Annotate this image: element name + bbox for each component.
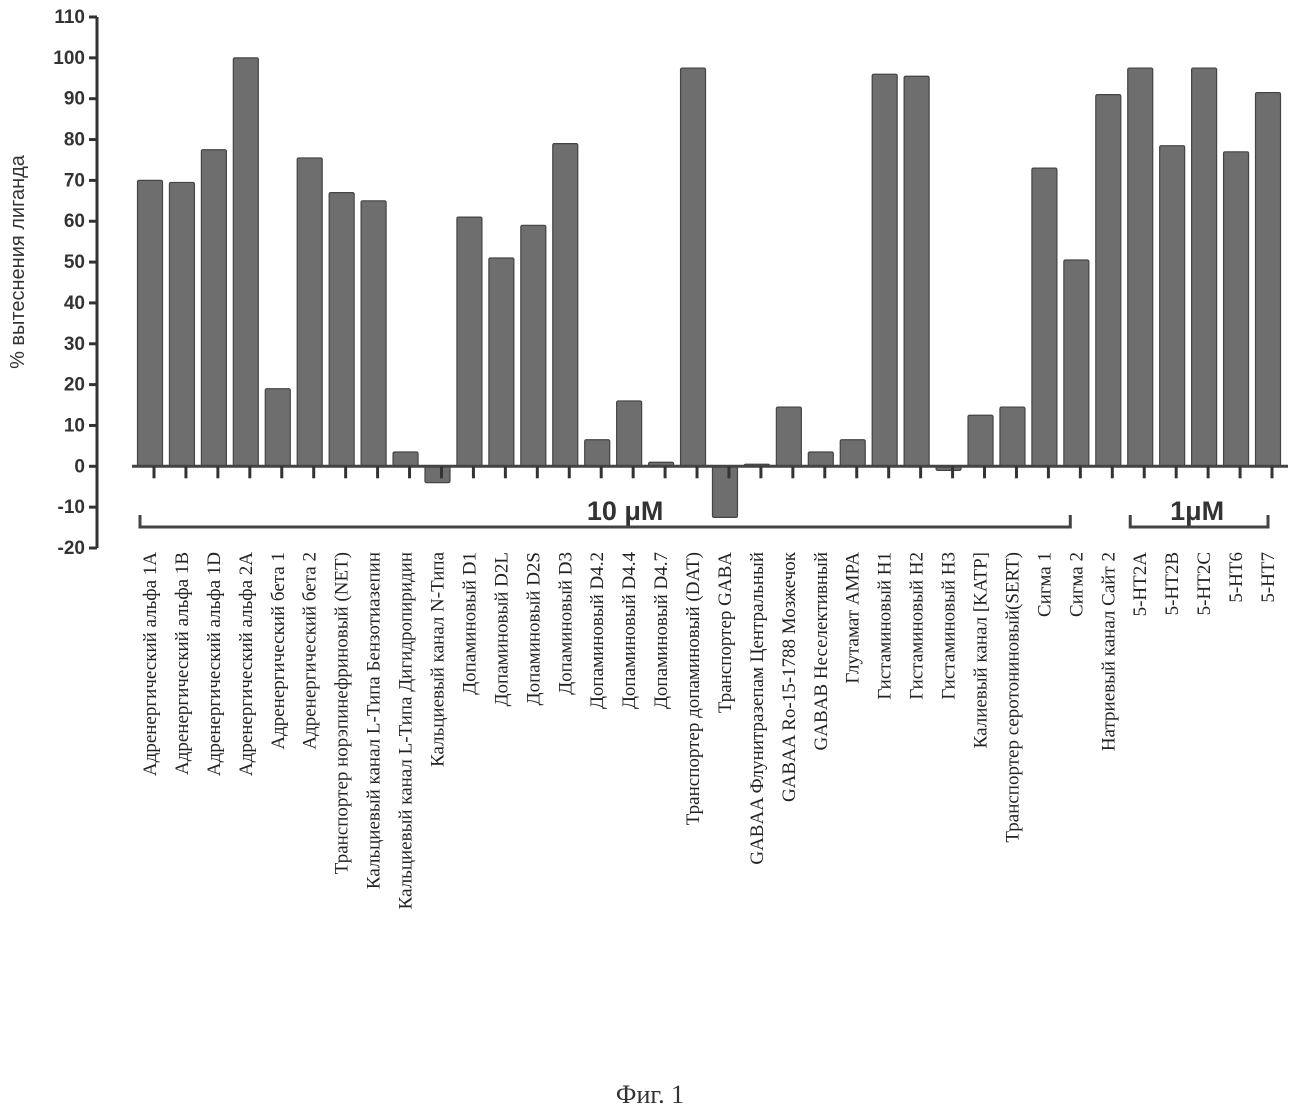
y-tick-label: -20: [58, 538, 85, 559]
category-label: GABAB Неселективный: [811, 552, 832, 750]
category-label: 5-HT6: [1226, 552, 1247, 603]
bar: [1128, 68, 1153, 466]
bar: [297, 158, 322, 466]
category-label: Допаминовый D3: [555, 552, 576, 695]
category-label: Допаминовый D4.7: [651, 552, 672, 709]
bar: [1000, 407, 1025, 466]
bar: [1256, 93, 1281, 467]
category-label: Калиевый канал [KATP]: [971, 552, 992, 748]
concentration-groups: 10 μM 1μM: [140, 492, 1268, 527]
y-tick-label: 50: [64, 252, 85, 273]
bar: [393, 452, 418, 466]
bar: [265, 389, 290, 467]
group-label: 10 μM: [587, 496, 664, 526]
bar: [681, 68, 706, 466]
figure-caption: Фиг. 1: [616, 1080, 684, 1109]
y-tick-label: 40: [64, 293, 85, 314]
y-tick-label: 10: [64, 415, 85, 436]
bar: [233, 58, 258, 466]
bar: [521, 225, 546, 466]
category-label: Кальциевый канал L-Типа Дигидропиридин: [396, 552, 417, 909]
bar: [776, 407, 801, 466]
category-label: Адренергический альфа 1A: [140, 552, 161, 776]
y-tick-label: 60: [64, 211, 85, 232]
bar: [1160, 146, 1185, 467]
category-label: 5-HT2A: [1130, 552, 1151, 617]
category-label: Адренергический альфа 1B: [172, 552, 193, 775]
bar: [169, 182, 194, 466]
category-label: Гистаминовый H2: [907, 552, 928, 700]
y-tick-label: 90: [64, 89, 85, 110]
category-label: Натриевый канал Сайт 2: [1098, 552, 1119, 751]
bar: [553, 144, 578, 467]
category-label: Адренергический альфа 2A: [236, 552, 257, 776]
category-label: Кальциевый канал L-Типа Бензотиазепин: [364, 552, 385, 889]
y-tick-label: 80: [64, 130, 85, 151]
category-label: 5-HT2C: [1194, 552, 1215, 615]
category-label: Допаминовый D1: [459, 552, 480, 695]
category-label: GABAA Ro-15-1788 Мозжечок: [779, 551, 800, 802]
y-axis: 1101009080706050403020100-10-20: [53, 7, 97, 559]
bar: [329, 193, 354, 467]
bar: [968, 415, 993, 466]
category-label: Допаминовый D4.4: [619, 552, 640, 710]
category-label: Адренергический бета 1: [268, 552, 289, 750]
bar: [1096, 95, 1121, 467]
category-labels: Адренергический альфа 1A Адренергический …: [140, 551, 1279, 909]
category-label: Транспортер GABA: [715, 552, 736, 713]
y-tick-label: 20: [64, 375, 85, 396]
group-label: 1μM: [1170, 496, 1224, 526]
bar: [617, 401, 642, 466]
bar: [1032, 168, 1057, 466]
category-label: Транспортер серотониновый(SERT): [1002, 552, 1023, 843]
category-label: Гистаминовый H3: [939, 552, 960, 700]
bar: [425, 466, 450, 482]
bar: [1224, 152, 1249, 467]
category-label: 5-HT7: [1258, 552, 1279, 603]
x-axis: [132, 466, 1288, 478]
y-tick-label: 30: [64, 334, 85, 355]
bar: [457, 217, 482, 466]
category-label: Сигма 1: [1034, 552, 1055, 617]
bar: [585, 440, 610, 467]
y-tick-label: 0: [74, 456, 85, 477]
y-tick-label: 70: [64, 170, 85, 191]
bars: [138, 58, 1281, 518]
category-label: 5-HT2B: [1162, 552, 1183, 615]
y-axis-label: % вытеснения лиганда: [7, 154, 29, 369]
bar: [138, 180, 163, 466]
category-label: Адренергический альфа 1D: [204, 552, 225, 776]
bar: [361, 201, 386, 467]
bar: [712, 466, 737, 517]
category-label: Адренергический бета 2: [300, 552, 321, 750]
category-label: Глутамат AMPA: [843, 552, 864, 684]
category-label: Кальциевый канал N-Типа: [427, 551, 448, 766]
bar: [489, 258, 514, 466]
bar: [1064, 260, 1089, 466]
category-label: Допаминовый D2L: [491, 552, 512, 706]
y-tick-label: 100: [53, 48, 85, 69]
y-tick-label: -10: [58, 497, 85, 518]
category-label: GABAA Флунитразепам Центральный: [747, 552, 768, 865]
bar: [808, 452, 833, 466]
category-label: Транспортер допаминовый (DAT): [683, 552, 704, 825]
bar: [904, 76, 929, 466]
bar: [1192, 68, 1217, 466]
category-label: Транспортер норэпинефриновый (NET): [332, 552, 353, 874]
category-label: Допаминовый D2S: [523, 552, 544, 705]
category-label: Сигма 2: [1066, 552, 1087, 617]
category-label: Допаминовый D4.2: [587, 552, 608, 709]
y-tick-label: 110: [54, 7, 85, 28]
bar: [872, 74, 897, 466]
bar: [840, 440, 865, 467]
bar: [201, 150, 226, 467]
category-label: Гистаминовый H1: [875, 552, 896, 700]
